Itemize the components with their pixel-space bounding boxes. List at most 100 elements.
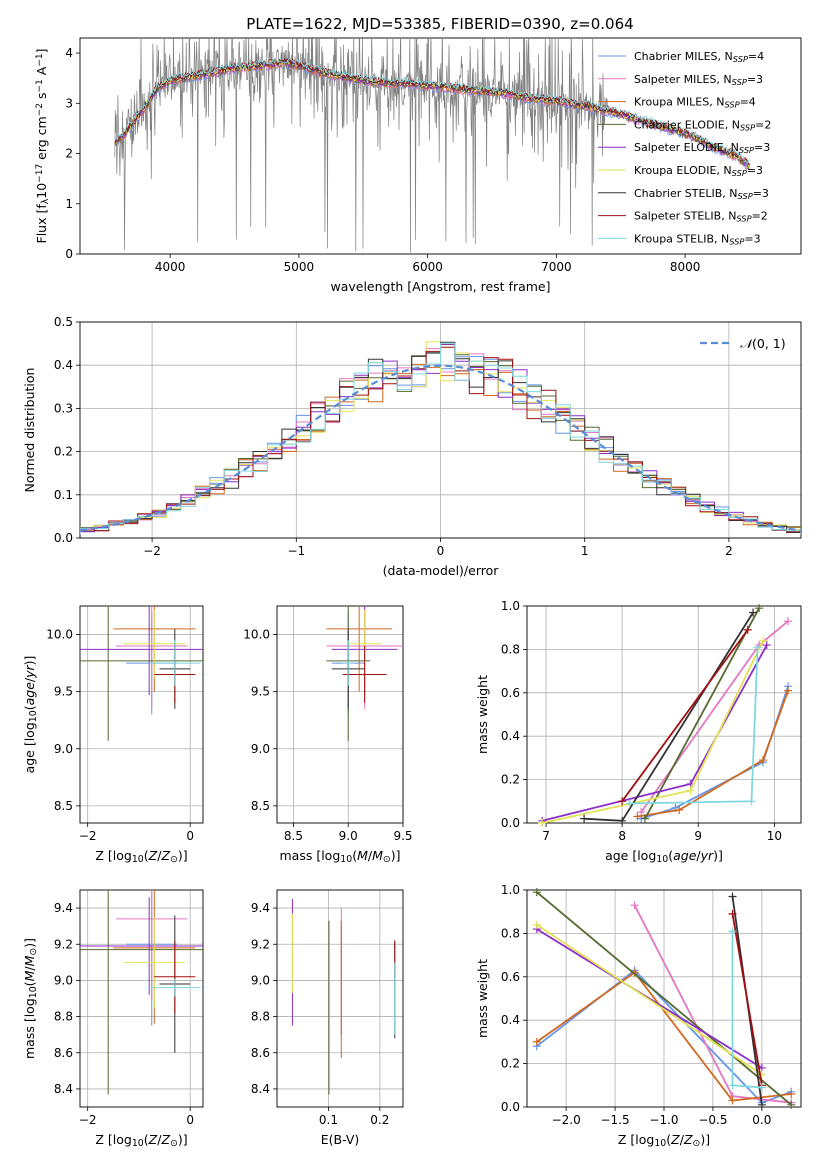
mass_vs_Z-y-axis-label: mass [log10(M/M⊙)]: [22, 938, 39, 1059]
massweight_vs_age-y-tick-label: 0.0: [501, 816, 520, 830]
residuals-x-tick-label: −1: [287, 544, 305, 558]
age_vs_Z-x-tick-label: 0: [186, 829, 194, 843]
legend-entry-8: Salpeter STELIB, NSSP=2: [634, 210, 768, 224]
age_vs_mass-x-tick-label: 8.5: [284, 829, 303, 843]
mass_vs_Z-frame: [79, 889, 204, 1108]
mass_vs_ebv-y-tick-label: 9.2: [251, 937, 270, 951]
age_vs_mass-x-tick-label: 9.5: [393, 829, 412, 843]
massweight_vs_age-x-tick-label: 7: [542, 829, 550, 843]
age_vs_Z-x-axis-label: Z [log10(Z/Z⊙)]: [95, 848, 187, 865]
massweight_vs_Z-series-marker-9: [728, 1081, 737, 1090]
massweight_vs_age-series-marker-4: [640, 814, 649, 823]
massweight_vs_age-series-marker-3: [758, 756, 767, 765]
massweight_vs_age-series: [538, 604, 793, 827]
massweight_vs_Z-y-tick-label: 0.4: [501, 1013, 520, 1027]
age_vs_mass-x-tick-label: 9.0: [339, 829, 358, 843]
massweight_vs_age-series-marker-6: [686, 786, 695, 795]
massweight_vs_Z-series-marker-2: [630, 901, 639, 910]
legend-entry-4: Chabrier ELODIE, NSSP=2: [634, 118, 771, 132]
massweight_vs_age-series-marker-6: [538, 819, 547, 827]
residuals-x-axis-label: (data-model)/error: [383, 563, 500, 578]
massweight_vs_age-series-marker-9: [625, 799, 634, 808]
massweight_vs_age-x-tick-label: 10: [767, 829, 782, 843]
residuals-panel: −2 −1 0 1 2 0.0 0.1 0.2 0.3 0.4 0.5 (data-model)/er…: [22, 315, 802, 578]
residuals-frame: [79, 321, 802, 539]
model-fit-line-9: [114, 57, 750, 165]
massweight_vs_Z-y-tick-label: 1.0: [501, 883, 520, 897]
residuals-y-tick-label: 0.2: [54, 445, 73, 459]
mass_vs_ebv-y-tick-label: 9.0: [251, 973, 270, 987]
massweight_vs_Z-x-axis-label: Z [log10(Z/Z⊙)]: [618, 1132, 710, 1149]
age_vs_mass-y-tick-label: 9.0: [251, 742, 270, 756]
model-fit-line-8: [114, 58, 750, 165]
spectrum-x-tick-label: 8000: [670, 260, 701, 274]
massweight_vs_Z-x-tick-label: −2.0: [552, 1113, 581, 1127]
mass_vs_ebv-panel: 0.1 0.2 8.4 8.6 8.8 9.0 9.2 9.4 E(B-V): [251, 889, 404, 1147]
spectrum-y-tick-label: 4: [65, 46, 73, 60]
mass_vs_ebv-x-axis-label: E(B-V): [321, 1132, 360, 1147]
massweight_vs_Z-panel: −2.0 −1.5 −1.0 −0.5 0.0 0.0 0.2 0.4 0.6 0.8 1.0 Z […: [475, 883, 802, 1149]
observed-spectrum-line: [114, 38, 750, 253]
mass_vs_Z-x-axis-label: Z [log10(Z/Z⊙)]: [95, 1132, 187, 1149]
spectrum-lines: [114, 38, 750, 253]
massweight_vs_age-series-marker-7: [580, 814, 589, 823]
massweight_vs_age-frame: [526, 605, 802, 824]
massweight_vs_age-series-marker-7: [618, 816, 627, 825]
spectrum-x-axis-label: wavelength [Angstrom, rest frame]: [330, 279, 550, 294]
mass_vs_Z-y-tick-label: 9.4: [54, 901, 73, 915]
massweight_vs_age-series-line-4: [644, 607, 760, 820]
legend-entry-6: Kroupa ELODIE, NSSP=3: [634, 164, 763, 178]
age_vs_mass-y-tick-label: 10.0: [243, 628, 270, 642]
residuals-y-tick-label: 0.5: [54, 315, 73, 329]
mass_vs_ebv-y-tick-label: 8.4: [251, 1082, 270, 1096]
spectrum-x-tick-label: 5000: [284, 260, 315, 274]
massweight_vs_Z-series-line-4: [536, 891, 792, 1106]
massweight_vs_age-series-marker-2: [637, 808, 646, 817]
mass_vs_Z-y-tick-label: 8.4: [54, 1082, 73, 1096]
legend-entry-9: Kroupa STELIB, NSSP=3: [634, 232, 761, 246]
residual-histograms: [80, 341, 801, 536]
spectrum-y-axis-label: Flux [fλ10−17 erg cm−2 s−1 A−1]: [34, 49, 51, 244]
massweight_vs_Z-series-line-6: [536, 923, 763, 1076]
age_vs_Z-y-tick-label: 9.5: [54, 685, 73, 699]
massweight_vs_Z-frame: [526, 889, 802, 1108]
massweight_vs_age-x-tick-label: 9: [694, 829, 702, 843]
massweight_vs_Z-x-tick-label: 0.0: [752, 1113, 771, 1127]
massweight_vs_Z-y-tick-label: 0.2: [501, 1057, 520, 1071]
massweight_vs_age-series-marker-7: [749, 608, 758, 617]
massweight_vs_Z-x-tick-label: −1.5: [601, 1113, 630, 1127]
age_vs_Z-errorbars: [80, 606, 203, 741]
mass_vs_Z-errorbars: [80, 890, 203, 1095]
residuals-x-tick-label: 0: [437, 544, 445, 558]
residuals-y-tick-label: 0.1: [54, 488, 73, 502]
residuals-y-tick-label: 0.4: [54, 358, 73, 372]
residuals-y-tick-label: 0.3: [54, 401, 73, 415]
massweight_vs_age-y-tick-label: 0.4: [501, 729, 520, 743]
massweight_vs_Z-series-marker-9: [728, 927, 737, 936]
mass_vs_Z-x-tick-label: −2: [79, 1113, 97, 1127]
massweight_vs_Z-series-marker-3: [728, 1096, 737, 1105]
age_vs_mass-panel: 8.5 9.0 9.5 8.5 9.0 9.5 10.0 mass [log10(M/M⊙)]: [243, 605, 413, 865]
normal-reference-curve: [80, 364, 801, 532]
massweight_vs_age-y-axis-label: mass weight: [475, 675, 490, 754]
mass_vs_ebv-x-tick-label: 0.2: [370, 1113, 389, 1127]
massweight_vs_age-series-marker-3: [675, 805, 684, 814]
figure-title: PLATE=1622, MJD=53385, FIBERID=0390, z=0…: [246, 15, 633, 33]
massweight_vs_age-panel: 7 8 9 10 0.0 0.2 0.4 0.6 0.8 1.0 age [log10(age/yr…: [475, 599, 802, 865]
massweight_vs_age-y-tick-label: 0.2: [501, 773, 520, 787]
residuals-y-axis-label: Normed distribution: [22, 368, 37, 493]
massweight_vs_age-series-line-3: [637, 690, 789, 818]
mass_vs_ebv-frame: [276, 889, 404, 1108]
age_vs_Z-y-tick-label: 8.5: [54, 799, 73, 813]
spectrum-x-tick-label: 4000: [155, 260, 186, 274]
legend-entry-7: Chabrier STELIB, NSSP=3: [634, 187, 769, 201]
massweight_vs_Z-series-line-5: [536, 928, 763, 1069]
massweight_vs_age-series-marker-8: [618, 797, 627, 806]
legend-entry-1: Chabrier MILES, NSSP=4: [634, 50, 764, 64]
age_vs_Z-y-tick-label: 9.0: [54, 742, 73, 756]
massweight_vs_Z-series-marker-3: [787, 1089, 796, 1098]
mass_vs_ebv-y-tick-label: 8.8: [251, 1010, 270, 1024]
massweight_vs_age-series-marker-4: [755, 604, 764, 613]
mass_vs_ebv-y-tick-label: 8.6: [251, 1046, 270, 1060]
massweight_vs_age-y-tick-label: 0.6: [501, 686, 520, 700]
